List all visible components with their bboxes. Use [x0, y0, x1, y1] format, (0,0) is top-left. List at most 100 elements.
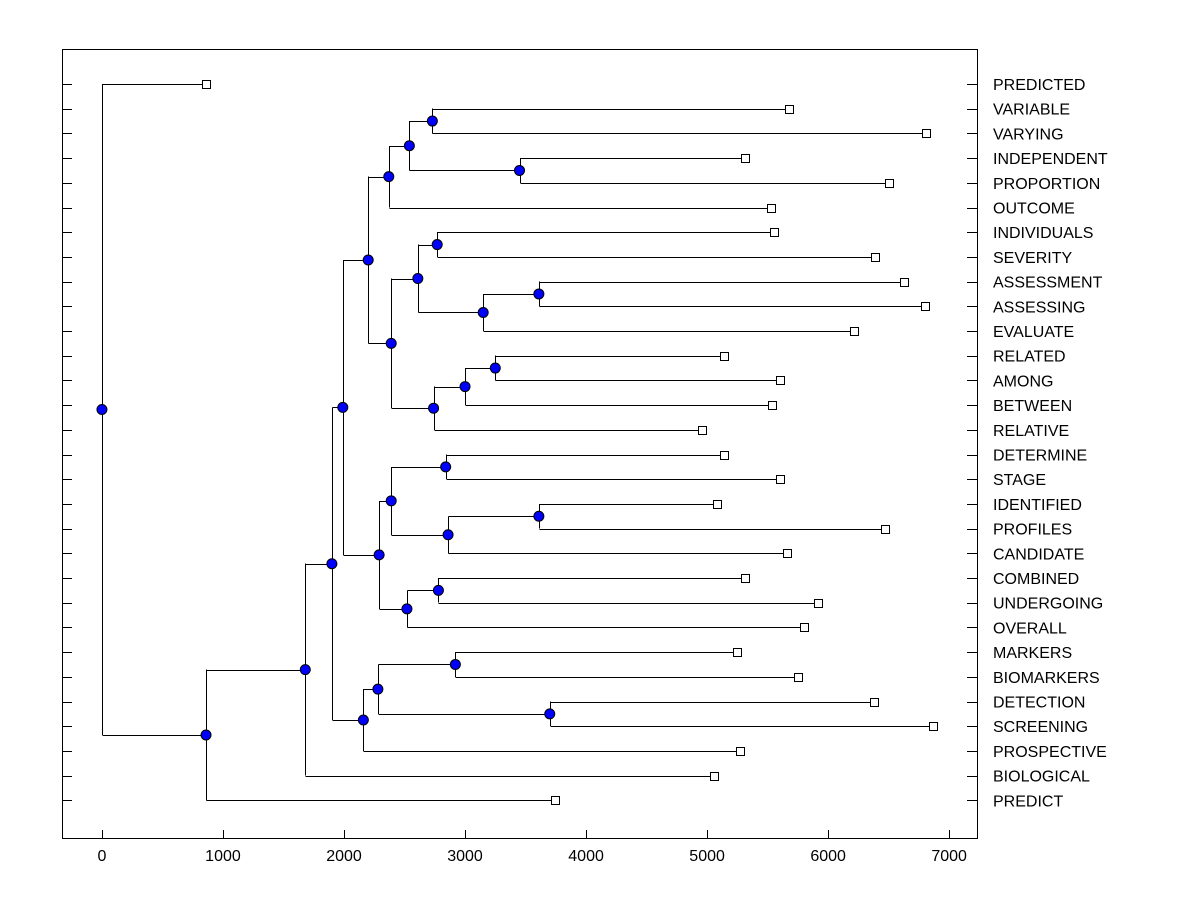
- leaf-label: PREDICTED: [993, 77, 1085, 94]
- leaf-marker: [713, 500, 722, 509]
- leaf-label: INDIVIDUALS: [993, 225, 1093, 242]
- leaf-label: INDEPENDENT: [993, 151, 1108, 168]
- leaf-marker: [800, 623, 809, 632]
- merge-node: [442, 529, 454, 541]
- leaf-label: RELATIVE: [993, 423, 1069, 440]
- leaf-marker: [929, 722, 938, 731]
- x-tick-label: 6000: [810, 848, 846, 865]
- leaf-label: DETERMINE: [993, 448, 1087, 465]
- leaf-label: CANDIDATE: [993, 546, 1084, 563]
- leaf-marker: [776, 376, 785, 385]
- leaf-marker: [814, 599, 823, 608]
- leaf-label: SCREENING: [993, 719, 1088, 736]
- leaf-marker: [767, 204, 776, 213]
- leaf-marker: [850, 327, 859, 336]
- leaf-labels: PREDICTED VARIABLE VARYING INDEPENDENT PROPO…: [993, 77, 1108, 810]
- merge-node: [432, 584, 444, 596]
- merge-node: [200, 729, 212, 741]
- leaf-marker: [870, 698, 879, 707]
- leaf-label: PREDICT: [993, 793, 1063, 810]
- merge-node: [489, 362, 501, 374]
- merge-node: [96, 403, 108, 415]
- merge-node: [385, 495, 397, 507]
- merge-node: [459, 381, 471, 393]
- leaf-label: BIOLOGICAL: [993, 769, 1090, 786]
- merge-nodes: [96, 115, 556, 741]
- leaf-marker: [741, 574, 750, 583]
- merge-node: [299, 664, 311, 676]
- leaf-marker: [768, 401, 777, 410]
- merge-node: [514, 164, 525, 176]
- leaf-label: SEVERITY: [993, 250, 1072, 267]
- leaf-marker: [720, 352, 729, 361]
- x-tick-label: 3000: [447, 848, 483, 865]
- x-axis-ticks: [102, 830, 950, 838]
- plot-frame: [62, 49, 978, 839]
- leaf-marker: [202, 80, 211, 89]
- leaf-label: ASSESSMENT: [993, 275, 1103, 292]
- merge-node: [403, 140, 415, 152]
- merge-node: [385, 337, 397, 349]
- y-axis-ticks: [62, 84, 977, 801]
- leaf-marker: [741, 154, 750, 163]
- leaf-label: ASSESSING: [993, 299, 1085, 316]
- merge-node: [337, 401, 349, 413]
- leaf-marker: [551, 796, 560, 805]
- leaf-marker: [736, 747, 745, 756]
- merge-node: [533, 288, 545, 300]
- leaf-label: IDENTIFIED: [993, 497, 1082, 514]
- leaf-label: BETWEEN: [993, 398, 1072, 415]
- x-tick-label: 0: [97, 848, 106, 865]
- x-tick-label: 7000: [931, 848, 967, 865]
- merge-node: [383, 171, 395, 183]
- leaf-marker: [785, 105, 794, 114]
- leaf-marker: [776, 475, 785, 484]
- x-tick-label: 5000: [689, 848, 725, 865]
- leaf-label: EVALUATE: [993, 324, 1074, 341]
- leaf-label: OUTCOME: [993, 201, 1075, 218]
- leaf-label: AMONG: [993, 373, 1053, 390]
- merge-node: [372, 683, 384, 695]
- leaf-label: UNDERGOING: [993, 596, 1103, 613]
- leaf-marker: [794, 673, 803, 682]
- leaf-marker: [885, 179, 894, 188]
- merge-node: [440, 461, 452, 473]
- leaf-marker: [770, 228, 779, 237]
- leaf-marker: [783, 549, 792, 558]
- leaf-label: VARYING: [993, 126, 1064, 143]
- merge-node: [401, 603, 413, 615]
- merge-node: [362, 254, 374, 266]
- x-tick-label: 4000: [568, 848, 604, 865]
- leaf-marker: [881, 525, 890, 534]
- leaf-label: OVERALL: [993, 620, 1067, 637]
- leaf-label: BIOMARKERS: [993, 670, 1100, 687]
- leaf-marker: [900, 278, 909, 287]
- x-tick-label: 1000: [205, 848, 241, 865]
- leaf-marker: [698, 426, 707, 435]
- leaf-markers: [202, 80, 938, 805]
- leaf-marker: [871, 253, 880, 262]
- leaf-marker: [733, 648, 742, 657]
- merge-node: [428, 402, 440, 414]
- merge-node: [373, 549, 385, 561]
- leaf-label: MARKERS: [993, 645, 1072, 662]
- leaf-marker: [710, 772, 719, 781]
- leaf-marker: [921, 302, 930, 311]
- merge-node: [357, 714, 369, 726]
- leaf-label: DETECTION: [993, 695, 1085, 712]
- merge-node: [449, 658, 461, 670]
- x-tick-label: 2000: [326, 848, 362, 865]
- merge-node: [431, 239, 443, 251]
- leaf-label: PROFILES: [993, 522, 1072, 539]
- leaf-marker: [720, 451, 729, 460]
- merge-node: [412, 273, 424, 285]
- merge-node: [477, 306, 489, 318]
- leaf-label: PROSPECTIVE: [993, 744, 1107, 761]
- dendrogram-links: [102, 84, 934, 801]
- merge-node: [326, 558, 338, 570]
- leaf-label: STAGE: [993, 472, 1046, 489]
- x-axis-tick-labels: 0 1000 2000 3000 4000 5000 6000 7000: [97, 848, 967, 865]
- leaf-label: PROPORTION: [993, 176, 1100, 193]
- merge-node: [533, 510, 545, 522]
